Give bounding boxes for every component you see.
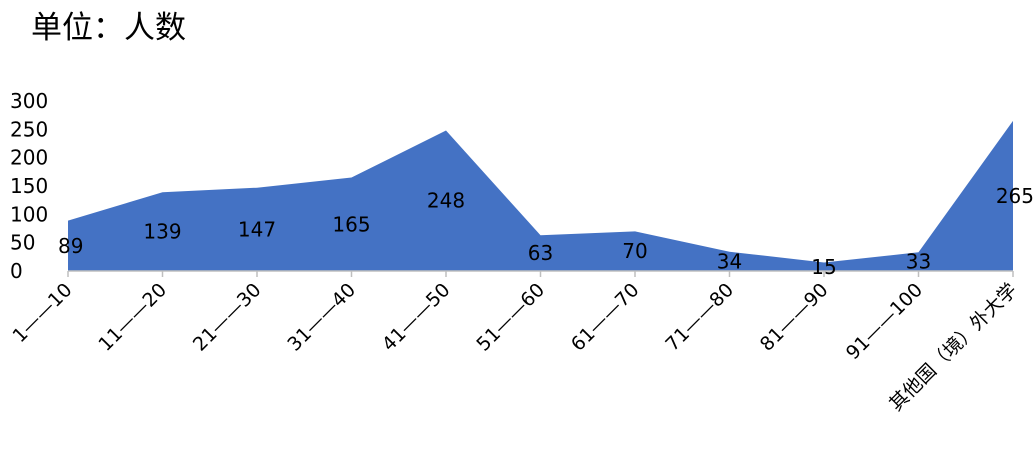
data-label: 15 (811, 255, 836, 279)
x-tick-label: 1——10 (8, 279, 76, 347)
unit-label: 单位：人数 (31, 10, 186, 46)
x-tick-label: 81——90 (756, 279, 833, 356)
y-tick-label: 150 (10, 174, 48, 198)
y-tick-label: 300 (10, 89, 48, 113)
data-label: 265 (996, 184, 1034, 208)
x-axis-ticks: 1——10 11——20 21——30 31——40 41——50 51——60 61——7… (8, 279, 1021, 415)
data-label: 34 (717, 249, 742, 273)
data-label: 165 (332, 212, 370, 236)
x-tick-label: 51——60 (472, 279, 549, 356)
data-labels: 89 139 147 165 248 63 70 34 15 33 265 (58, 184, 1034, 279)
area-layer (68, 120, 1013, 271)
data-label: 63 (528, 241, 553, 265)
x-tick-label: 61——70 (567, 279, 644, 356)
x-axis (67, 270, 1014, 277)
data-label: 147 (238, 217, 276, 241)
data-label: 33 (906, 250, 931, 274)
y-tick-label: 50 (10, 231, 35, 255)
x-tick-label: 11——20 (94, 279, 171, 356)
y-tick-label: 250 (10, 117, 48, 141)
y-tick-label: 0 (10, 259, 23, 283)
data-label: 139 (143, 220, 181, 244)
x-tick-label: 21——30 (189, 279, 266, 356)
y-tick-label: 200 (10, 146, 48, 170)
y-axis-ticks: 0 50 100 150 200 250 300 (10, 89, 48, 283)
y-tick-label: 100 (10, 202, 48, 226)
x-tick-label: 31——40 (283, 279, 360, 356)
x-tick-label: 71——80 (661, 279, 738, 356)
data-label: 89 (58, 234, 83, 258)
x-tick-label: 91——100 (842, 279, 927, 364)
data-label: 70 (622, 239, 647, 263)
data-label: 248 (427, 189, 465, 213)
area-series (68, 120, 1013, 271)
x-tick-label: 41——50 (378, 279, 455, 356)
